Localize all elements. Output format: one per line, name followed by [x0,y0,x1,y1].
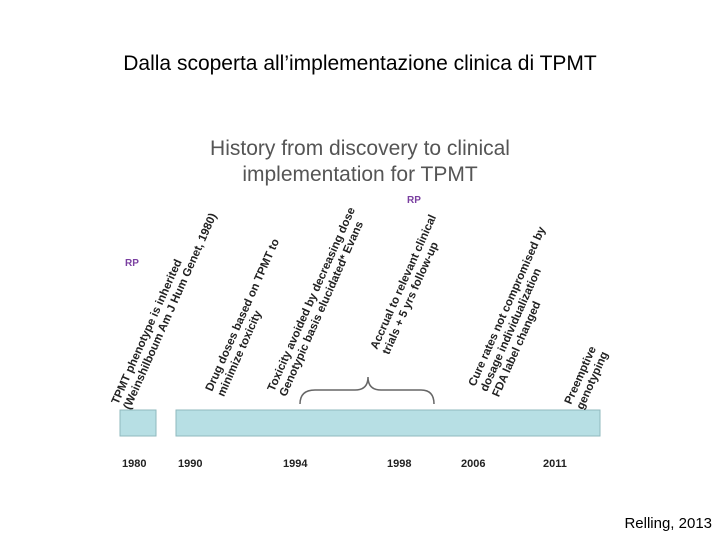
event-1980-line-2: (Weinshilboum Am J Hum Genet, 1980) [122,211,220,411]
event-1998: Accrual to relevant clinical trials + 5 … [369,213,441,356]
year-label-2006: 2006 [461,458,485,470]
event-2006: Cure rates not compromised by dosage ind… [467,225,549,399]
rp-marker-left: RP [125,258,139,269]
slide-title: Dalla scoperta all’implementazione clini… [123,52,597,75]
year-label-1980: 1980 [122,458,146,470]
event-1998-line-1: Accrual to relevant clinical [369,213,439,351]
figure-title-line-2: implementation for TPMT [242,163,478,186]
timeline-bar-early [119,409,157,437]
year-label-1990: 1990 [178,458,202,470]
event-1980-line-1: TPMT phenotype is inherited [110,258,185,406]
year-label-1998: 1998 [387,458,411,470]
event-1990-line-1: Drug doses based on TPMT to [204,237,282,393]
year-label-1994: 1994 [283,458,308,470]
event-2011: Preemptive genotyping [563,345,611,412]
event-1994: Toxicity avoided by decreasing dose Geno… [266,206,366,399]
brace-bracket [299,376,435,405]
figure-title-line-1: History from discovery to clinical [210,137,510,160]
rp-marker-right: RP [407,195,421,206]
timeline-bar-main [175,409,601,437]
citation-credit: Relling, 2013 [624,515,712,532]
event-1980: TPMT phenotype is inherited (Weinshilbou… [110,211,220,411]
event-1994-line-2: Genotypic basis elucidated* Evans [278,220,366,399]
event-1994-line-1: Toxicity avoided by decreasing dose [266,206,358,393]
figure-title: History from discovery to clinical imple… [150,136,570,188]
year-label-2011: 2011 [543,458,567,470]
